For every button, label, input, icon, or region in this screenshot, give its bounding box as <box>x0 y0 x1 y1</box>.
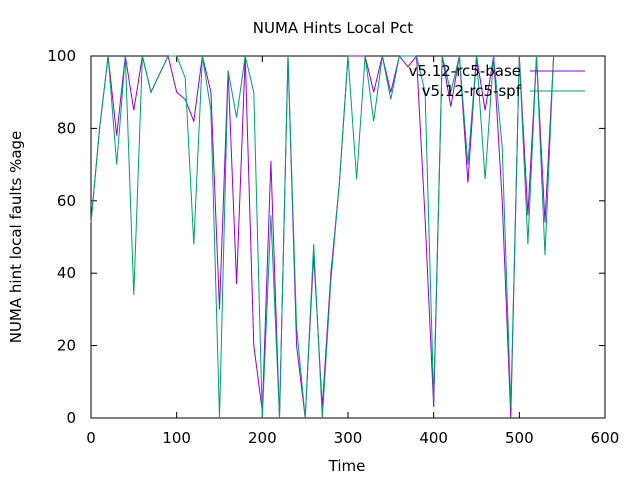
x-tick-label: 600 <box>591 429 620 447</box>
chart-title: NUMA Hints Local Pct <box>253 19 414 37</box>
series-group <box>90 54 555 419</box>
legend-label-0: v5.12-rc5-base <box>409 62 522 80</box>
x-tick-label: 300 <box>334 429 363 447</box>
legend-label-1: v5.12-rc5-spf <box>422 82 522 100</box>
y-tick-label: 40 <box>57 264 76 282</box>
ticks-group: 0 100 200 300 400 500 600 0 20 40 60 80 100 <box>47 47 619 447</box>
y-tick-label: 20 <box>57 337 76 355</box>
x-tick-label: 400 <box>419 429 448 447</box>
y-axis-label: NUMA hint local faults %age <box>7 131 25 344</box>
x-tick-label: 0 <box>86 429 96 447</box>
y-tick-label: 100 <box>47 47 76 65</box>
y-tick-label: 0 <box>66 409 76 427</box>
y-tick-label: 60 <box>57 192 76 210</box>
series-line-0 <box>90 54 555 419</box>
x-tick-label: 500 <box>505 429 534 447</box>
series-line-1 <box>90 55 555 419</box>
legend: v5.12-rc5-base v5.12-rc5-spf <box>409 62 585 100</box>
x-axis-label: Time <box>328 457 366 475</box>
y-tick-label: 80 <box>57 119 76 137</box>
x-tick-label: 200 <box>248 429 277 447</box>
x-tick-label: 100 <box>162 429 191 447</box>
